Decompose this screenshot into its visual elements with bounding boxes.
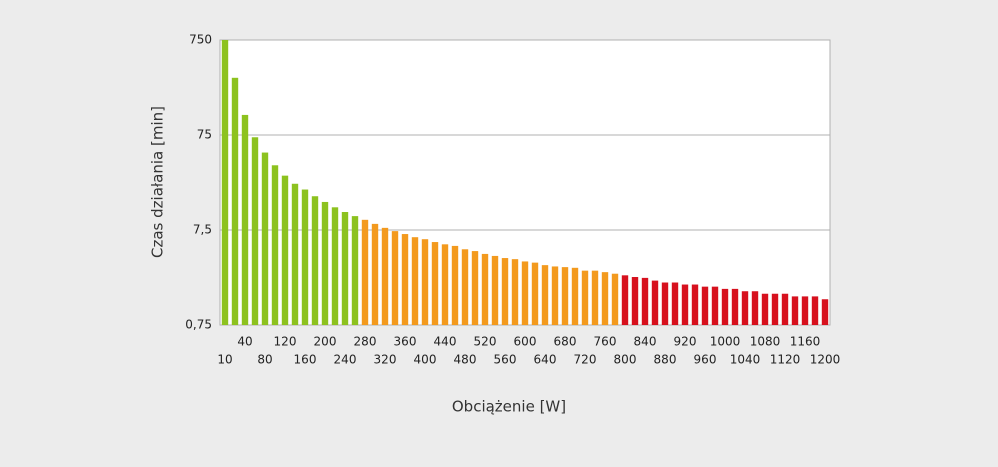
bar [461,249,469,325]
x-tick-label: 600 [514,335,537,349]
bar [391,231,399,325]
x-tick-label: 880 [654,353,677,367]
bar [261,152,269,325]
x-tick-label: 1080 [750,335,781,349]
y-axis-title: Czas działania [min] [149,106,167,258]
x-tick-label: 920 [674,335,697,349]
bar [401,234,409,325]
x-tick-label: 720 [574,353,597,367]
bar [571,267,579,325]
x-tick-label: 1200 [810,353,841,367]
bar [501,258,509,325]
x-tick-label: 160 [294,353,317,367]
bar [591,270,599,325]
x-tick-label: 1160 [790,335,821,349]
bar [531,262,539,325]
x-tick-label: 840 [634,335,657,349]
x-tick-label: 200 [314,335,337,349]
x-tick-label: 640 [534,353,557,367]
y-tick-label: 75 [197,128,212,142]
x-tick-label: 240 [334,353,357,367]
x-tick-label: 80 [257,353,272,367]
bar [491,255,499,325]
bar [381,227,389,325]
x-tick-label: 1000 [710,335,741,349]
x-tick-label: 1120 [770,353,801,367]
bar [651,280,659,325]
bar [751,291,759,325]
bar [351,216,359,325]
bar [791,296,799,325]
bar [331,207,339,325]
x-tick-label: 440 [434,335,457,349]
x-tick-label: 280 [354,335,377,349]
bar [691,284,699,325]
x-tick-label: 520 [474,335,497,349]
bar [741,291,749,325]
bar [371,223,379,325]
x-tick-label: 40 [237,335,252,349]
bar [611,273,619,325]
bar [451,245,459,325]
y-tick-label: 750 [189,33,212,47]
bar [471,251,479,325]
bar [221,40,229,325]
x-tick-label: 10 [217,353,232,367]
bar [321,201,329,325]
bar [441,244,449,325]
bar [761,293,769,325]
bar [731,288,739,325]
bar [421,239,429,325]
x-tick-label: 400 [414,353,437,367]
x-tick-label: 960 [694,353,717,367]
bar [671,282,679,325]
bar [291,183,299,325]
bar [251,137,259,325]
bar [561,267,569,325]
bar [281,175,289,325]
x-axis-title: Obciążenie [W] [452,398,566,416]
bar [631,277,639,325]
bar [781,293,789,325]
bar [231,77,239,326]
x-tick-label: 760 [594,335,617,349]
bar [551,266,559,325]
bar [241,114,249,325]
bar [541,265,549,325]
x-tick-label: 320 [374,353,397,367]
bar [601,272,609,325]
y-tick-label: 7,5 [193,223,212,237]
bar [481,253,489,325]
bar [311,196,319,325]
bar [771,293,779,325]
bar [821,299,829,325]
bar [581,270,589,325]
x-tick-label: 360 [394,335,417,349]
bar [271,165,279,325]
bar [711,286,719,325]
bar [621,275,629,325]
bar [411,237,419,325]
bar [361,219,369,325]
y-tick-label: 0,75 [185,318,212,332]
x-tick-label: 1040 [730,353,761,367]
bar [661,282,669,325]
x-tick-label: 800 [614,353,637,367]
bar [301,189,309,325]
bar [521,261,529,325]
x-tick-label: 680 [554,335,577,349]
bar [801,296,809,325]
bar [811,296,819,325]
bar [431,242,439,325]
x-tick-label: 480 [454,353,477,367]
bar [721,288,729,325]
bar [681,284,689,325]
bar [341,212,349,325]
bar [511,259,519,325]
x-tick-label: 120 [274,335,297,349]
bar [701,286,709,325]
x-tick-label: 560 [494,353,517,367]
bar [641,277,649,325]
